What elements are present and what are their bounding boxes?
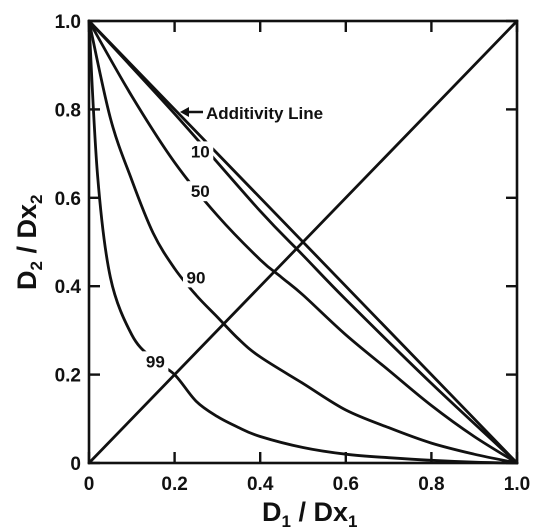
series-99-line: [87, 19, 519, 465]
series-10-line: [87, 19, 519, 465]
y-tick-label: 0.8: [55, 100, 81, 121]
y-tick-label: 0.2: [55, 366, 81, 387]
curve-label-90: 90: [187, 268, 206, 287]
x-tick-label: 0.8: [418, 474, 444, 495]
curve-layer: [87, 19, 519, 465]
curve-label-backing: [183, 267, 209, 288]
y-tick-label: 0.6: [55, 189, 81, 210]
additivity-annotation: Additivity Line: [180, 104, 323, 123]
x-tick-label: 0.4: [247, 474, 274, 495]
plot-frame: [87, 19, 519, 465]
x-tick-label: 0.2: [161, 474, 187, 495]
tick-label-layer: 0 0.2 0.4 0.6 0.8 1.0 0 0.2 0.4 0.6 0.8 1.0: [55, 12, 531, 495]
curve-label-backing: [142, 351, 169, 372]
y-tick-label: 0.4: [55, 277, 82, 298]
x-tick-label: 1.0: [504, 474, 530, 495]
series-50-line: [87, 19, 519, 465]
series-diagonal-line: [87, 19, 519, 465]
curve-label-10: 10: [191, 142, 210, 161]
curve-label-backing: [187, 141, 214, 162]
curve-label-50: 50: [191, 182, 210, 201]
x-tick-label: 0.6: [333, 474, 359, 495]
curve-label-99: 99: [146, 352, 165, 371]
series-90-line: [87, 19, 519, 465]
y-tick-label: 0: [70, 454, 81, 475]
tick-layer: [87, 19, 519, 465]
y-tick-label: 1.0: [55, 12, 81, 33]
curve-label-layer: 10 50 90 99: [142, 141, 214, 372]
x-tick-label: 0: [84, 474, 95, 495]
x-axis-title: D1 / Dx1: [262, 497, 357, 531]
annotation-text: Additivity Line: [206, 104, 323, 123]
y-axis-title: D2 / Dx2: [12, 195, 46, 290]
curve-label-backing: [187, 181, 214, 202]
annotation-arrowhead: [180, 107, 189, 117]
